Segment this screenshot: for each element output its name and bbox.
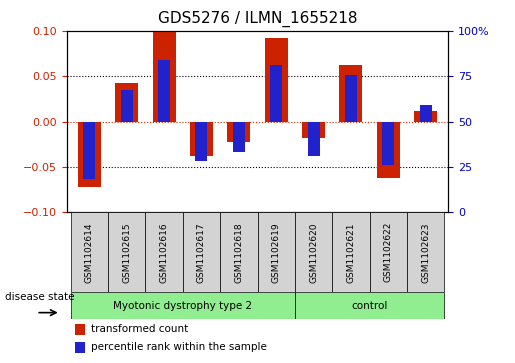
FancyBboxPatch shape	[145, 212, 183, 292]
Bar	[115, 82, 139, 122]
Bar	[190, 122, 213, 156]
FancyBboxPatch shape	[258, 212, 295, 292]
FancyBboxPatch shape	[71, 292, 295, 319]
Bar	[83, 122, 95, 179]
Text: GDS5276 / ILMN_1655218: GDS5276 / ILMN_1655218	[158, 11, 357, 27]
FancyBboxPatch shape	[71, 212, 108, 292]
Bar	[382, 122, 394, 165]
Bar	[78, 122, 101, 187]
Bar	[420, 105, 432, 122]
Text: control: control	[351, 301, 388, 311]
Bar	[265, 38, 288, 122]
FancyBboxPatch shape	[183, 212, 220, 292]
Bar	[376, 122, 400, 178]
Bar	[121, 90, 133, 122]
FancyBboxPatch shape	[295, 212, 332, 292]
Text: GSM1102617: GSM1102617	[197, 222, 206, 283]
Bar	[152, 31, 176, 122]
Bar	[75, 342, 85, 353]
Text: GSM1102622: GSM1102622	[384, 222, 393, 282]
Text: percentile rank within the sample: percentile rank within the sample	[91, 342, 267, 352]
FancyBboxPatch shape	[220, 212, 258, 292]
Bar	[158, 60, 170, 122]
Bar	[227, 122, 250, 142]
Bar	[233, 122, 245, 151]
Bar	[414, 111, 437, 122]
Bar	[196, 122, 208, 160]
Bar	[270, 65, 282, 122]
Bar	[307, 122, 319, 156]
Text: GSM1102620: GSM1102620	[309, 222, 318, 282]
Bar	[75, 324, 85, 335]
Text: transformed count: transformed count	[91, 324, 188, 334]
Text: disease state: disease state	[5, 292, 75, 302]
FancyBboxPatch shape	[407, 212, 444, 292]
Bar	[345, 75, 357, 122]
Text: Myotonic dystrophy type 2: Myotonic dystrophy type 2	[113, 301, 252, 311]
FancyBboxPatch shape	[108, 212, 145, 292]
Text: GSM1102615: GSM1102615	[122, 222, 131, 283]
Bar	[339, 65, 363, 122]
Text: GSM1102614: GSM1102614	[85, 222, 94, 282]
FancyBboxPatch shape	[332, 212, 370, 292]
Text: GSM1102616: GSM1102616	[160, 222, 168, 283]
FancyBboxPatch shape	[295, 292, 444, 319]
Text: GSM1102623: GSM1102623	[421, 222, 430, 282]
Bar	[302, 122, 325, 138]
FancyBboxPatch shape	[370, 212, 407, 292]
Text: GSM1102619: GSM1102619	[272, 222, 281, 283]
Text: GSM1102618: GSM1102618	[234, 222, 243, 283]
Text: GSM1102621: GSM1102621	[347, 222, 355, 282]
